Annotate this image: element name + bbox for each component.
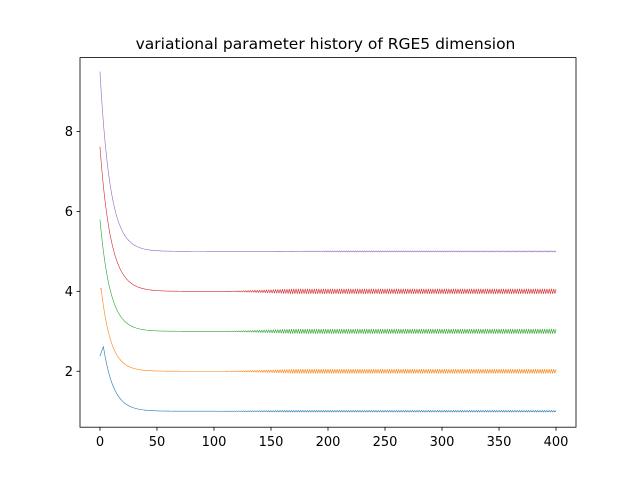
- chart-title: variational parameter history of RGE5 di…: [136, 35, 516, 53]
- x-tick-label: 400: [544, 435, 569, 450]
- y-tick-label: 4: [65, 285, 73, 300]
- y-tick-label: 2: [65, 365, 73, 380]
- series-line-4: [99, 146, 557, 295]
- x-tick-label: 0: [96, 435, 104, 450]
- y-tick-label: 6: [65, 205, 73, 220]
- x-tick-label: 100: [202, 435, 227, 450]
- x-tick-label: 350: [487, 435, 512, 450]
- series-layer: [99, 71, 557, 413]
- series-line-1: [99, 346, 557, 413]
- y-axis: 2 4 6 8: [65, 125, 80, 380]
- series-line-5: [99, 71, 557, 253]
- x-tick-label: 250: [373, 435, 398, 450]
- series-line-2: [99, 287, 557, 374]
- series-line-3: [99, 219, 557, 334]
- axes-frame: [79, 57, 577, 428]
- x-tick-label: 50: [149, 435, 166, 450]
- x-tick-label: 200: [316, 435, 341, 450]
- x-tick-label: 300: [430, 435, 455, 450]
- x-axis: 0 50 100 150 200 250 300 350 400: [96, 427, 569, 450]
- x-tick-label: 150: [259, 435, 284, 450]
- y-tick-label: 8: [65, 125, 73, 140]
